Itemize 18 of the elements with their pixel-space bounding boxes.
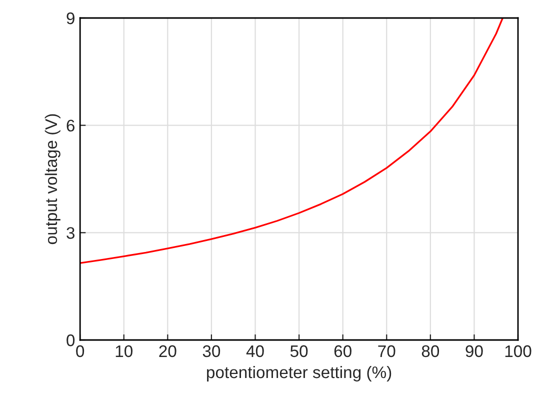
x-tick-label: 60 (334, 345, 352, 358)
x-tick-label: 80 (422, 345, 440, 358)
y-tick-label: 3 (66, 227, 74, 239)
x-tick-label: 0 (76, 345, 84, 358)
y-tick-label: 9 (66, 12, 74, 24)
y-tick-label: 6 (66, 120, 74, 132)
x-tick-label: 10 (116, 345, 132, 358)
x-axis-title: potentiometer setting (%) (207, 366, 392, 382)
y-tick-label: 0 (66, 334, 75, 346)
y-axis-title: output voltage (V) (44, 114, 60, 244)
x-tick-label: 30 (202, 345, 220, 358)
line-series (80, 18, 504, 264)
x-tick-label: 100 (505, 345, 532, 358)
x-tick-label: 90 (466, 345, 483, 358)
x-tick-label: 20 (159, 345, 176, 358)
x-tick-label: 50 (290, 345, 308, 358)
x-tick-label: 70 (378, 345, 396, 358)
x-tick-label: 40 (246, 345, 264, 358)
